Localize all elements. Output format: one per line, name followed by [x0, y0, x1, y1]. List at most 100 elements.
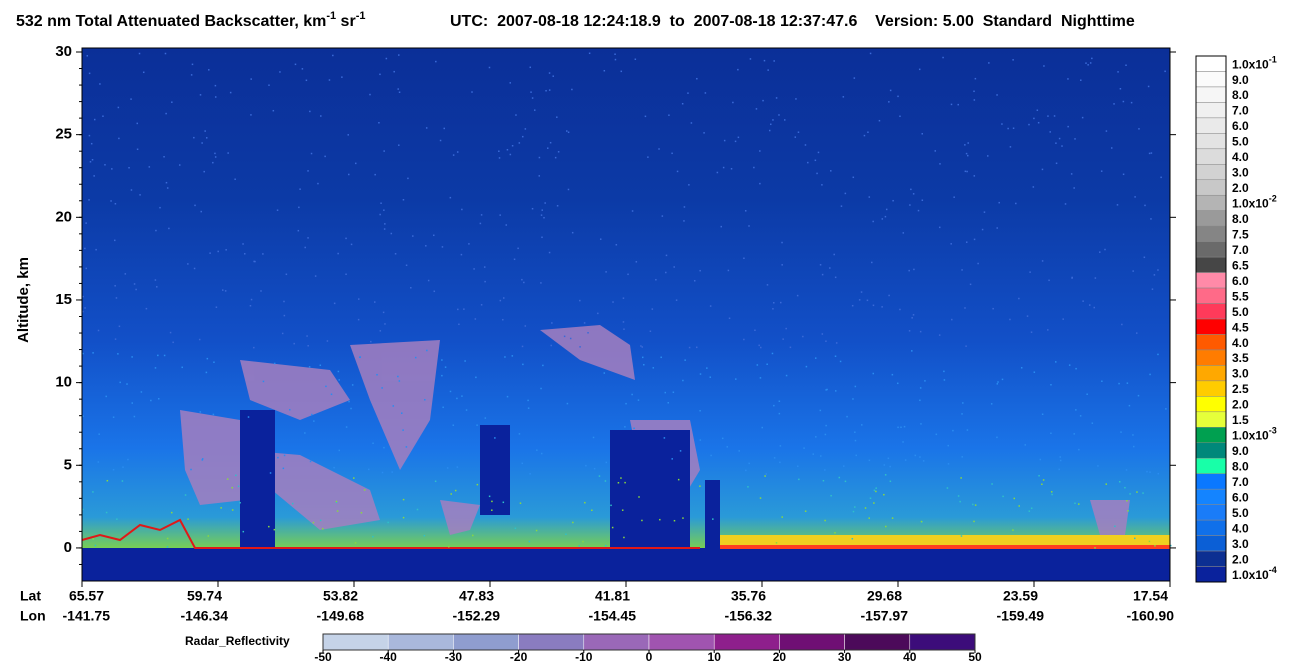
colorbar-label-text: 3.0: [1232, 537, 1249, 551]
noise: [623, 328, 625, 330]
noise: [1100, 170, 1103, 172]
noise: [919, 456, 921, 458]
noise: [721, 437, 724, 440]
noise: [407, 177, 409, 180]
noise: [885, 525, 887, 528]
noise: [829, 267, 831, 269]
noise: [527, 407, 530, 409]
noise: [588, 52, 591, 55]
noise: [276, 209, 279, 211]
colorbar-label-text: 4.5: [1232, 320, 1249, 334]
noise: [899, 115, 901, 118]
noise: [253, 346, 255, 349]
noise: [243, 253, 246, 255]
noise: [965, 345, 967, 347]
noise: [1028, 510, 1031, 512]
noise: [128, 166, 130, 169]
noise: [163, 354, 166, 357]
noise: [996, 383, 999, 385]
colorbar-swatch: [1195, 148, 1227, 165]
noise: [858, 299, 861, 301]
colorbar-swatch: [1195, 133, 1227, 150]
noise: [1148, 152, 1151, 155]
noise: [743, 338, 745, 341]
noise: [1042, 479, 1045, 481]
noise: [1001, 378, 1004, 381]
noise: [964, 170, 967, 173]
noise: [664, 391, 667, 394]
noise: [551, 322, 553, 324]
noise: [285, 273, 288, 276]
noise: [104, 164, 106, 166]
noise: [967, 142, 969, 144]
noise: [855, 454, 858, 457]
noise: [641, 519, 643, 522]
noise: [309, 460, 312, 463]
noise: [1097, 465, 1099, 467]
noise: [779, 445, 782, 447]
colorbar-label-text: 7.5: [1232, 228, 1249, 242]
noise: [768, 129, 771, 132]
noise: [337, 252, 339, 255]
noise: [699, 409, 701, 412]
noise: [942, 56, 944, 59]
noise: [1110, 147, 1113, 149]
noise: [369, 93, 371, 96]
noise: [824, 433, 827, 436]
noise: [665, 254, 668, 257]
noise: [888, 294, 890, 297]
noise: [634, 58, 637, 61]
colorbar-label: 9.0: [1232, 73, 1249, 87]
y-tick-label: 10: [55, 374, 72, 391]
noise: [307, 237, 309, 239]
noise: [157, 354, 159, 357]
noise: [506, 395, 509, 398]
noise: [145, 307, 148, 310]
noise: [511, 355, 514, 357]
noise: [973, 520, 975, 523]
noise: [747, 486, 749, 488]
noise: [683, 220, 685, 222]
noise: [1165, 408, 1167, 410]
noise: [522, 363, 524, 366]
colorbar-label-sup: -1: [1269, 55, 1277, 65]
noise: [913, 268, 915, 271]
noise: [625, 402, 627, 405]
noise: [846, 415, 848, 418]
noise: [621, 509, 624, 511]
noise: [166, 187, 169, 189]
noise: [759, 497, 762, 499]
noise: [441, 374, 443, 377]
noise: [454, 489, 457, 492]
noise: [412, 235, 414, 237]
colorbar-label: 2.0: [1232, 398, 1249, 412]
noise: [163, 155, 165, 158]
noise: [773, 60, 775, 62]
noise: [1024, 444, 1027, 446]
noise: [254, 260, 256, 263]
noise: [435, 60, 437, 63]
colorbar-label: 4.0: [1232, 522, 1249, 536]
noise: [807, 161, 809, 164]
noise: [90, 142, 93, 145]
noise: [515, 114, 517, 116]
noise: [165, 112, 167, 115]
noise: [480, 304, 483, 306]
noise: [229, 91, 232, 94]
noise: [82, 415, 84, 417]
colorbar-label-text: 6.0: [1232, 491, 1249, 505]
noise: [977, 262, 979, 265]
colorbar-label: 4.5: [1232, 320, 1249, 334]
noise: [384, 223, 386, 225]
colorbar-swatch: [1195, 287, 1227, 304]
noise: [779, 461, 781, 464]
noise: [473, 268, 475, 270]
noise: [763, 59, 766, 62]
noise: [688, 184, 690, 186]
noise: [950, 243, 952, 245]
noise: [730, 168, 733, 170]
y-tick-label: 20: [55, 208, 72, 225]
noise: [1064, 203, 1067, 205]
noise: [683, 206, 686, 208]
noise: [868, 459, 871, 462]
